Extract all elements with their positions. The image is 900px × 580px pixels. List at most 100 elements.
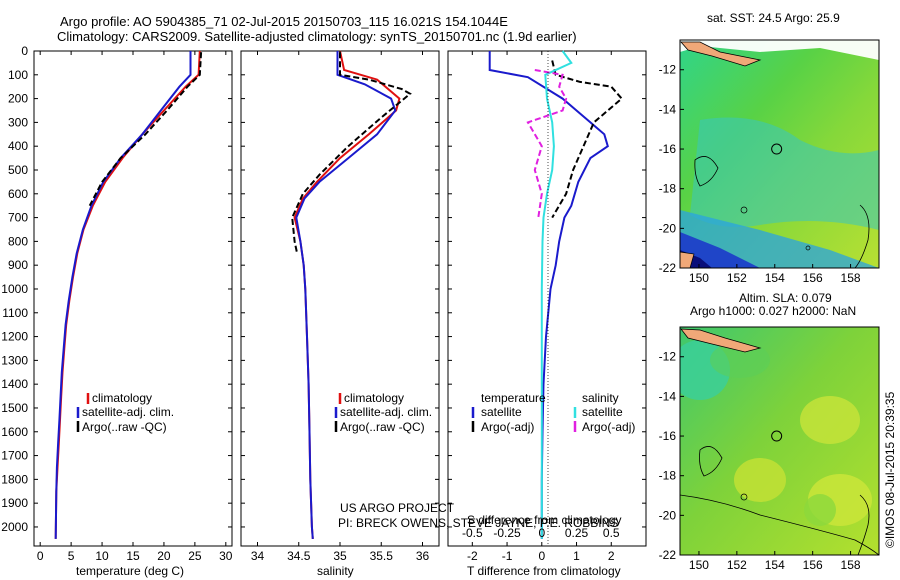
s-tick-label: 0 [538,526,545,540]
t-difference-axis-label: T difference from climatology [467,564,621,578]
depth-tick-label: 500 [8,163,28,177]
depth-tick-label: 1500 [1,401,28,415]
depth-tick-label: 1900 [1,496,28,510]
lon-tick-label: 158 [841,271,861,285]
depth-tick-label: 1200 [1,330,28,344]
reef-contour [740,206,748,214]
depth-tick-label: 0 [21,44,28,58]
argo-location-marker [771,143,783,155]
temperature-legend: climatology satellite-adj. clim. Argo(..… [76,391,174,434]
lat-tick-label: -16 [659,429,677,443]
lat-tick-label: -20 [659,508,677,522]
lat-tick-label: -18 [659,182,677,196]
series-line-temperature-satellite [488,51,609,539]
x-tick-label: 1 [573,549,580,563]
sst-map-frame [679,39,880,269]
lon-tick-label: 150 [689,271,709,285]
temperature-plot [54,50,203,539]
land-australia [680,251,695,268]
series-line-salinity-satellite [540,50,573,539]
project-credit: US ARGO PROJECT [340,501,455,515]
x-tick-label: 20 [157,549,171,563]
x-tick-label: 10 [95,549,109,563]
sla-map-title-line1: Altim. SLA: 0.079 [739,291,832,305]
legend-t-satellite-label: satellite [481,405,522,419]
lat-tick-label: -22 [659,548,677,562]
s-tick-label: -0.25 [493,526,521,540]
depth-tick-label: 1000 [1,282,28,296]
lon-tick-label: 156 [803,271,823,285]
salinity-plot [291,50,412,539]
figure-title-line2: Climatology: CARS2009. Satellite-adjuste… [57,29,577,44]
x-tick-label: -1 [502,549,513,563]
sst-cool-patch [690,117,879,230]
lat-tick-label: -14 [659,389,677,403]
x-tick-label: 0 [538,549,545,563]
salinity-panel-frame [240,50,440,547]
sst-missing-data [680,40,879,60]
s-tick-label: 0.5 [603,526,620,540]
pi-credit: PI: BRECK OWENS, STEVE JAYNE, P.E. ROBBI… [338,516,618,530]
lon-tick-label: 150 [689,558,709,572]
lon-tick-label: 152 [727,271,747,285]
depth-tick-label: 400 [8,139,28,153]
land-png [680,41,762,67]
sla-map-axes: 150 152 154 156 158 -12 -14 -16 -18 -20 -22 [659,350,861,572]
x-tick-label: 34.5 [287,549,311,563]
reef-contour [699,446,723,477]
depth-tick-label: 1100 [2,306,28,320]
lat-tick-label: -16 [659,142,677,156]
sst-map-title: sat. SST: 24.5 Argo: 25.9 [707,11,840,25]
depth-tick-label: 2000 [1,520,28,534]
s-tick-label: -0.5 [462,526,483,540]
imos-timestamp: ©IMOS 08-Jul-2015 20:39:35 [883,391,897,548]
depth-tick-label: 1700 [1,449,28,463]
lat-tick-label: -18 [659,469,677,483]
sla-patch [804,494,836,526]
depth-tick-label: 1800 [1,472,28,486]
argo-location-marker [771,430,783,442]
series-line-argo-raw-qc- [291,52,412,254]
legend-temperature-header: temperature [481,391,546,405]
salinity-axis-label: salinity [317,564,354,578]
difference-legend: temperature salinity satellite Argo(-adj… [471,391,635,434]
x-tick-label: 5 [68,549,75,563]
x-tick-label: 30 [219,549,233,563]
series-line-argo-raw-qc- [88,52,203,207]
lat-tick-label: -20 [659,221,677,235]
x-tick-label: 0 [37,549,44,563]
lon-tick-label: 154 [765,558,785,572]
sla-map [680,327,879,555]
temperature-panel-frame [33,50,233,547]
series-line-satellite-adj-clim- [295,51,397,539]
temperature-axis-label: temperature (deg C) [76,564,184,578]
x-tick-label: -2 [467,549,478,563]
reef-contour [694,156,719,187]
sst-map-axes: 150 152 154 156 158 -12 -14 -16 -18 -20 -22 [659,63,861,285]
sla-map-title-line2: Argo h1000: 0.027 h2000: NaN [690,304,856,318]
x-tick-label: 2 [608,549,615,563]
legend-argo-label: Argo(..raw -QC) [82,420,167,434]
lat-tick-label: -12 [659,350,677,364]
lon-tick-label: 156 [803,558,823,572]
legend-salinity-header: salinity [582,391,619,405]
reef-contour [740,493,748,501]
series-line-salinity-argo-adj- [526,69,568,218]
legend-climatology-label: climatology [92,391,152,405]
lat-tick-label: -22 [659,261,677,275]
depth-axis: 0 100 200 300 400 500 600 700 800 900 1000 1100 1200… [1,44,646,534]
sla-low-anomaly [710,342,770,378]
sla-map-frame [679,326,880,556]
lon-tick-label: 154 [765,271,785,285]
legend-satellite-label: satellite-adj. clim. [340,405,432,419]
reef-contour [857,494,870,555]
sst-map [680,40,879,268]
legend-climatology-label: climatology [344,391,404,405]
lat-tick-label: -14 [659,102,677,116]
depth-tick-label: 600 [8,187,28,201]
depth-tick-label: 100 [8,68,28,82]
s-tick-label: 0.25 [565,526,589,540]
salinity-legend: climatology satellite-adj. clim. Argo(..… [334,391,432,434]
legend-argo-label: Argo(..raw -QC) [340,420,425,434]
